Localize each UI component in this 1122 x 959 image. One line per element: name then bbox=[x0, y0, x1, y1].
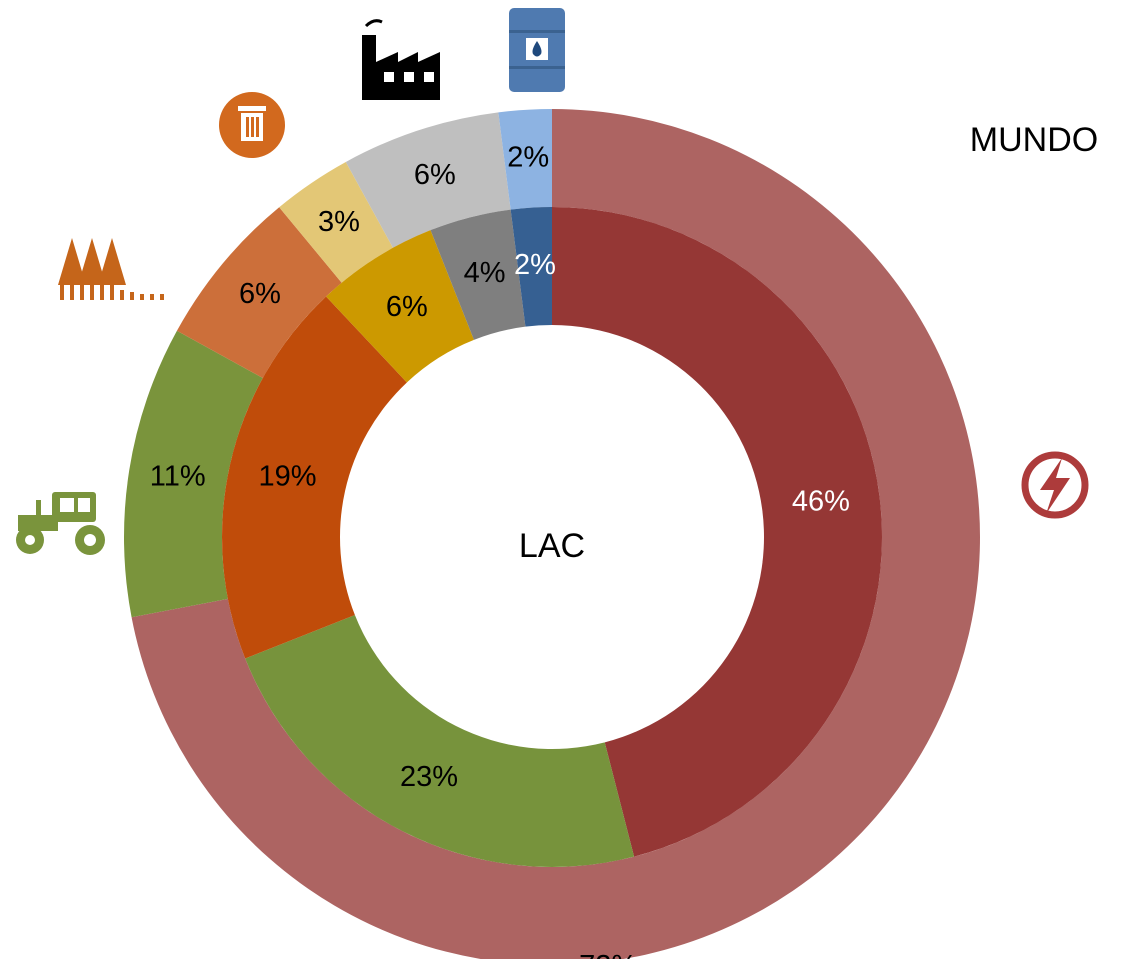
donut-slice bbox=[326, 230, 474, 383]
data-label: 6% bbox=[414, 159, 456, 191]
donut-slice bbox=[123, 330, 263, 618]
data-label: 23% bbox=[400, 761, 458, 793]
energy-icon bbox=[1021, 451, 1089, 519]
donut-slice bbox=[552, 207, 882, 857]
donut-slice bbox=[430, 209, 526, 340]
data-label: 6% bbox=[239, 278, 281, 310]
donut-slice bbox=[345, 112, 511, 248]
data-label: 46% bbox=[792, 486, 850, 518]
data-label: 11% bbox=[150, 460, 206, 492]
data-label: 2% bbox=[514, 249, 556, 281]
donut-slice bbox=[279, 161, 394, 283]
data-label: 72% bbox=[579, 950, 637, 959]
donut-slice bbox=[222, 296, 407, 659]
industry-icon bbox=[362, 19, 440, 100]
forest-icon bbox=[58, 238, 164, 300]
rings: 72%11%6%3%6%2%46%23%19%6%4%2% bbox=[123, 109, 980, 959]
donut-slice bbox=[176, 207, 342, 379]
data-label: 2% bbox=[507, 141, 549, 173]
waste-icon bbox=[219, 92, 285, 158]
fugitive-icon bbox=[509, 8, 565, 92]
inner-ring-name: LAC bbox=[519, 527, 585, 565]
donut-slice bbox=[498, 109, 552, 210]
data-label: 6% bbox=[386, 291, 428, 323]
data-label: 3% bbox=[318, 206, 360, 238]
data-label: 19% bbox=[259, 461, 317, 493]
outer-ring-name: MUNDO bbox=[970, 121, 1098, 159]
data-label: 4% bbox=[464, 257, 506, 289]
donut-slice bbox=[245, 615, 635, 867]
tractor-icon bbox=[16, 492, 105, 555]
donut-slice bbox=[510, 207, 552, 327]
